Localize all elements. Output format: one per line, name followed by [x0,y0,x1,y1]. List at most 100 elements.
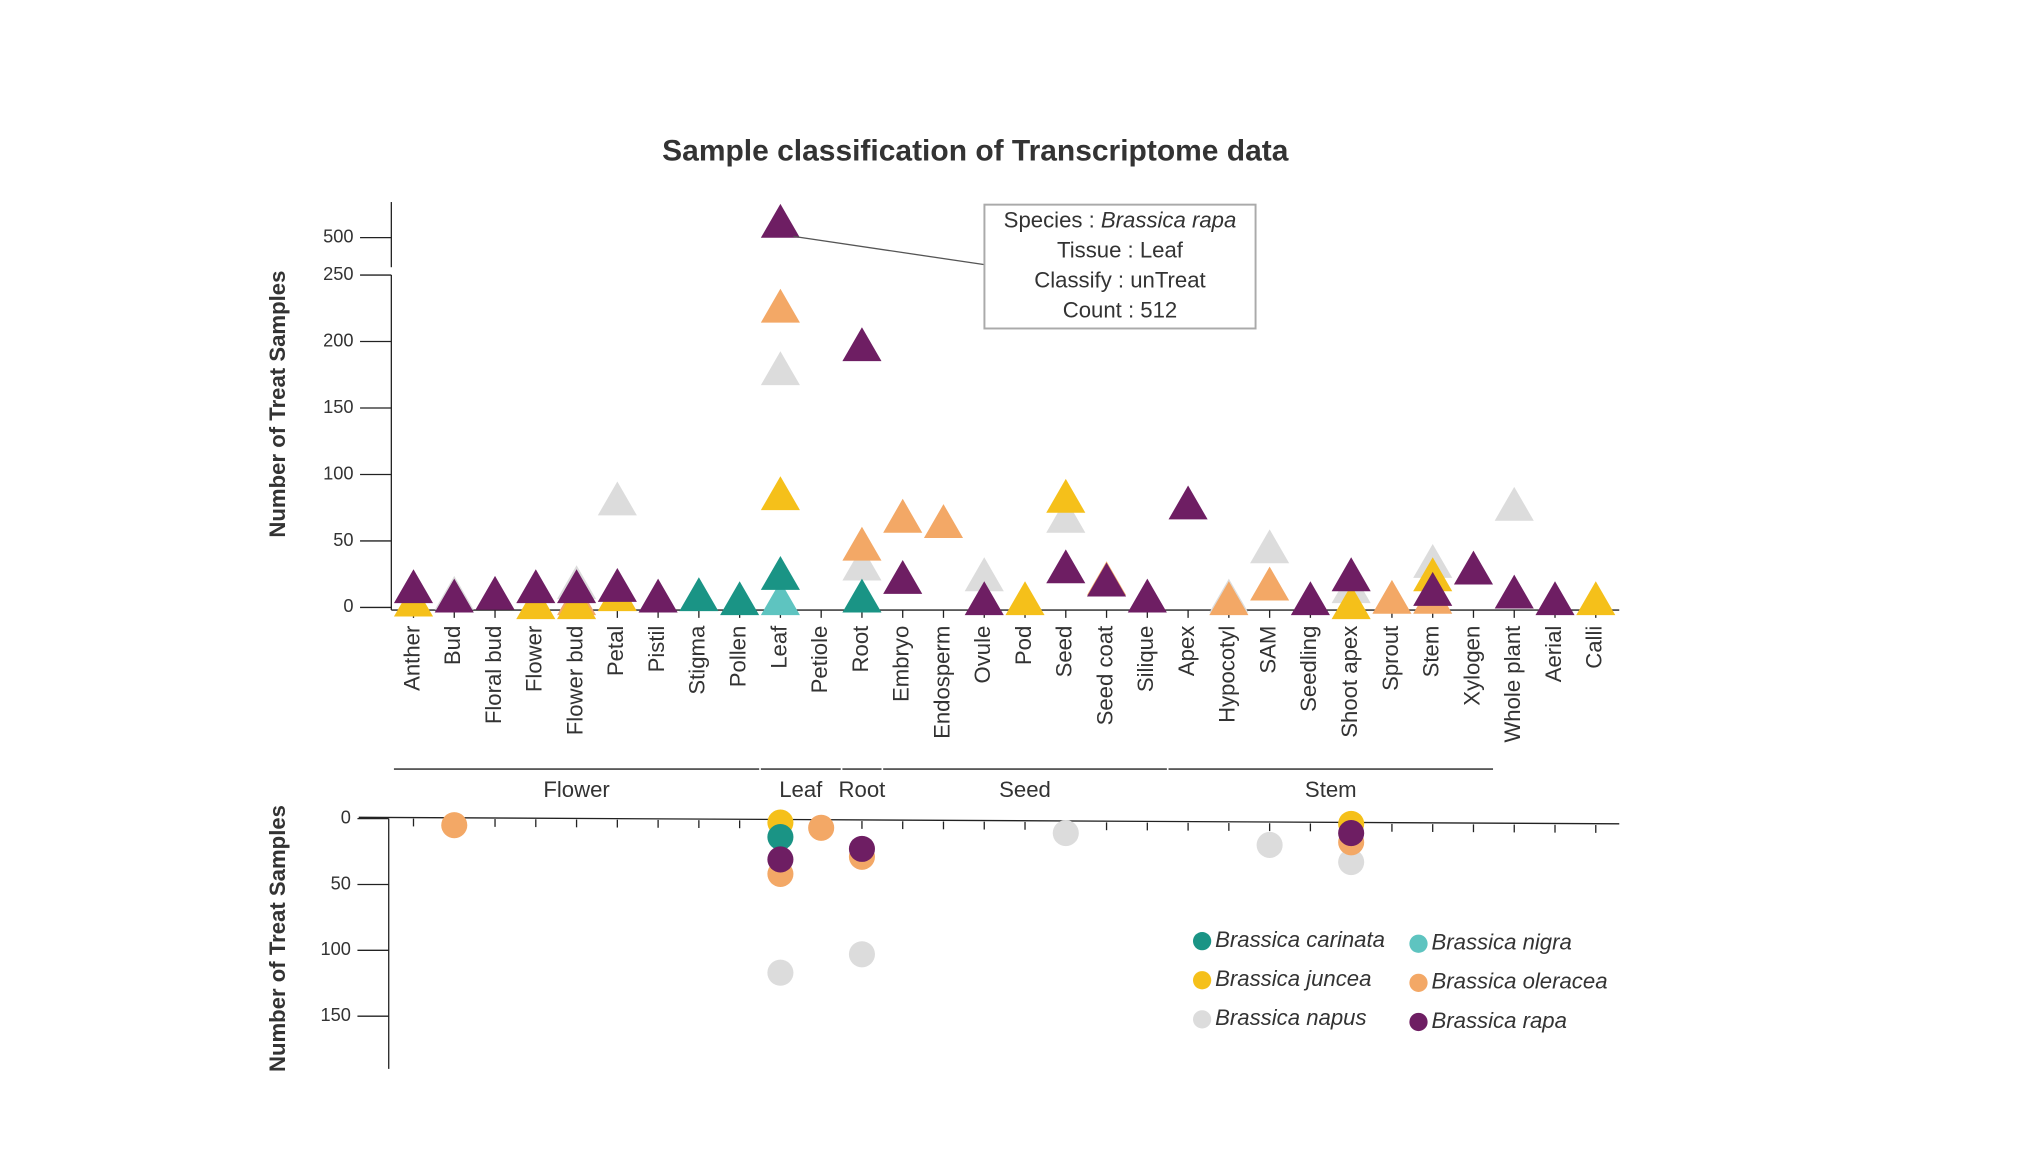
chart-title: Sample classification of Transcriptome d… [662,134,1289,167]
triangle-marker [720,581,760,616]
circle-marker [767,846,794,873]
group-label: Stem [1305,777,1357,802]
triangle-marker [557,569,597,604]
triangle-marker [760,476,800,511]
triangle-marker [393,569,434,604]
triangle-marker [1087,562,1127,597]
x-tick-label: Stem [1419,626,1444,678]
legend-label: Brassica carinata [1215,927,1385,952]
triangle-marker [1372,579,1412,614]
triangle-marker [842,578,882,613]
y-axis-label: Number of Treat Samples [265,805,290,1072]
y-axis-label: Number of Treat Samples [265,271,290,538]
triangle-marker [1168,485,1208,520]
legend-label: Brassica juncea [1215,966,1371,991]
x-tick-label: Silique [1133,626,1158,692]
legend-label: Brassica napus [1215,1005,1366,1030]
y-tick-label: 150 [320,1004,350,1025]
legend-label: Brassica rapa [1432,1008,1567,1033]
x-tick-label: Seed coat [1092,626,1117,726]
tooltip-line: Tissue : Leaf [1057,237,1184,262]
triangle-marker [760,581,800,616]
x-tick-label: Ovule [970,626,995,684]
circle-marker [1256,831,1283,858]
triangle-marker [1046,549,1086,584]
y-tick-label: 100 [320,938,350,959]
triangle-marker [679,577,719,612]
group-label: Root [839,777,886,802]
circle-marker [808,814,835,841]
x-tick-label: Seedling [1296,626,1321,712]
x-tick-label: Shoot apex [1337,626,1362,738]
triangle-marker [597,481,637,516]
triangle-marker [1494,486,1534,521]
x-tick-label: Sprout [1378,626,1403,691]
legend-marker [1409,1012,1428,1032]
y-tick-label: 50 [331,872,351,893]
triangle-marker [883,559,923,594]
triangle-marker [638,578,678,613]
x-tick-label: Flower bud [562,626,587,736]
x-tick-label: Embryo [889,626,914,702]
triangle-marker [1250,529,1290,564]
legend-marker [1409,973,1428,992]
x-tick-label: Whole plant [1500,626,1525,743]
triangle-marker [964,581,1004,616]
x-tick-label: Bud [440,626,465,665]
y-tick-label: 100 [323,462,353,483]
legend-marker [1192,932,1212,951]
triangle-marker [1331,557,1371,592]
triangle-marker [1005,581,1045,616]
y-tick-label: 250 [323,263,353,284]
tooltip-line: Species : Brassica rapa [1004,207,1237,232]
x-tick-label: Floral bud [481,626,506,724]
triangle-marker [1127,578,1167,613]
x-tick-label: Pistil [644,626,669,673]
x-tick-label: Hypocotyl [1215,626,1240,723]
circle-marker [767,959,794,986]
y-tick-label: 150 [323,396,353,417]
legend-marker [1192,971,1212,990]
triangle-marker [475,575,515,610]
y-tick-label: 200 [323,329,353,350]
x-tick-label: Stigma [685,625,710,695]
tooltip-text: Species : [1004,207,1095,232]
triangle-marker [883,498,923,533]
y-tick-label: 0 [343,595,353,616]
triangle-marker [1250,566,1290,601]
x-tick-label: Pod [1011,626,1036,665]
legend-label: Brassica nigra [1432,930,1572,955]
x-tick-label: Seed [1052,626,1077,678]
x-tick-label: Calli [1582,626,1607,669]
triangle-marker [1209,581,1249,616]
y-tick-label: 0 [341,806,351,827]
circle-marker [1338,820,1365,847]
triangle-marker [923,504,964,539]
x-tick-label: Anther [399,626,424,691]
triangle-marker [1046,498,1086,533]
triangle-marker [842,526,882,561]
x-tick-label: Pollen [725,626,750,688]
x-tick-label: Endosperm [929,626,954,739]
legend-marker [1409,934,1428,953]
triangle-marker [760,351,800,386]
triangle-marker [1453,550,1494,585]
triangle-marker [1046,478,1086,513]
y-tick-label: 500 [323,225,353,246]
x-tick-label: SAM [1255,626,1280,674]
x-axis [358,816,1620,825]
tooltip-line: Count : 512 [1063,297,1177,322]
triangle-marker [760,203,800,238]
circle-marker [1052,820,1079,847]
triangle-marker [1331,585,1371,620]
triangle-marker [1413,571,1453,606]
x-tick-label: Root [848,626,873,673]
legend-label: Brassica oleracea [1432,969,1608,994]
triangle-marker [760,288,800,323]
triangle-marker [1535,581,1575,616]
triangle-marker [842,327,882,362]
group-label: Seed [999,777,1051,802]
x-tick-label: Flower [522,626,547,692]
circle-marker [1338,849,1365,876]
